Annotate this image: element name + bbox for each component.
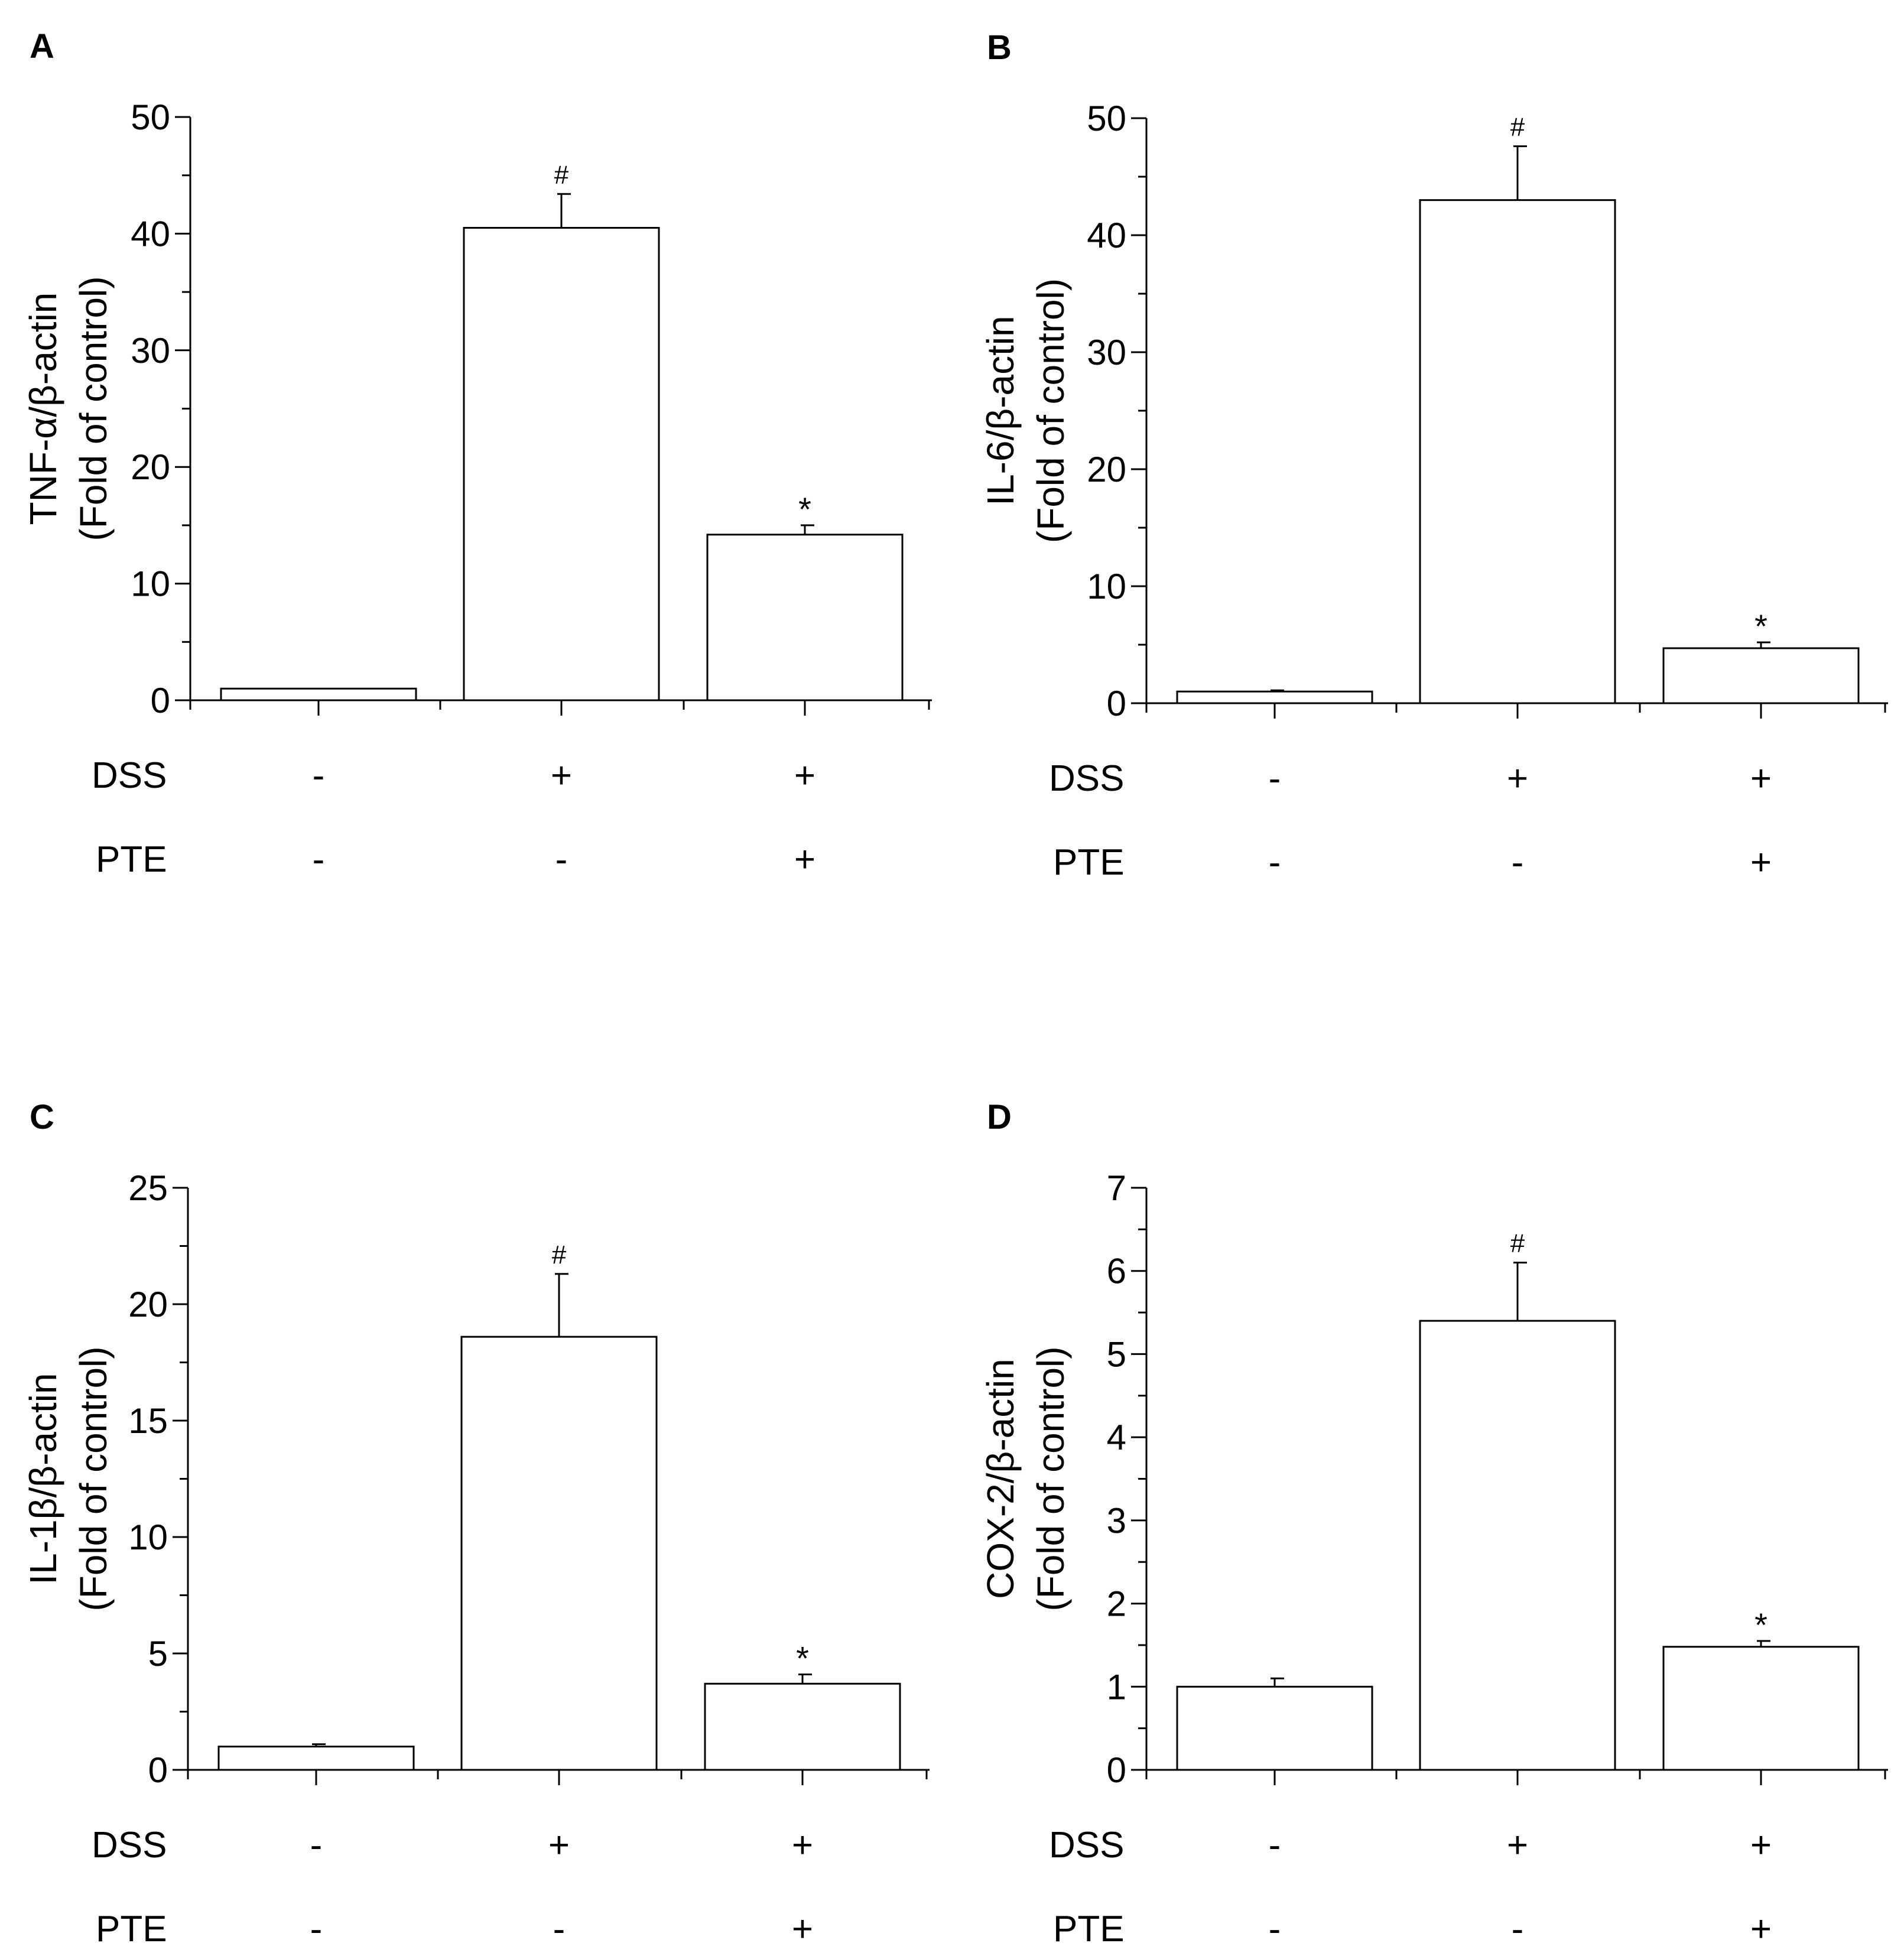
- panel-d: D 0 1 2 3 4 5 6 7 COX-2/β-actin (Fold of control) #…: [979, 1098, 1888, 1949]
- pte-sign: -: [555, 839, 568, 880]
- dss-sign: -: [1269, 758, 1281, 799]
- y-tick-label: 40: [131, 214, 170, 254]
- annotation-hash: #: [1510, 1229, 1525, 1258]
- panel-a: A 0 10 20 30 40 50 TNF-α/β-actin (Fold of contro…: [22, 27, 932, 880]
- pte-sign: -: [310, 1909, 323, 1949]
- row-label-dss: DSS: [92, 1825, 167, 1866]
- dss-sign: +: [551, 755, 572, 796]
- pte-sign: -: [1512, 1909, 1524, 1949]
- pte-sign: -: [1269, 1909, 1281, 1949]
- panel-c: C 0 5 10 15 20 25 IL-1β/β-actin (Fold of control…: [22, 1098, 930, 1949]
- y-tick-label: 50: [1087, 99, 1126, 138]
- dss-sign: +: [548, 1825, 570, 1866]
- dss-sign: +: [1507, 1825, 1528, 1866]
- annotation-hash: #: [1510, 113, 1525, 142]
- bar: [1419, 199, 1616, 704]
- panel-b: B 0 10 20 30 40 50 IL-6/β-actin (Fold of control…: [979, 28, 1888, 883]
- dss-sign: -: [310, 1825, 323, 1866]
- panel-label: D: [987, 1098, 1012, 1136]
- y-tick-label: 30: [1087, 333, 1126, 372]
- y-axis-label-line1: IL-6/β-actin: [979, 316, 1022, 505]
- y-tick-label: 30: [131, 331, 170, 371]
- annotation-star: *: [1754, 1606, 1767, 1643]
- pte-sign: -: [313, 839, 325, 880]
- y-tick-label: 20: [1087, 450, 1126, 489]
- y-axis-label-line1: IL-1β/β-actin: [22, 1373, 64, 1584]
- y-tick-label: 6: [1107, 1252, 1126, 1291]
- bar: [1662, 647, 1860, 704]
- dss-sign: +: [1750, 1825, 1772, 1866]
- y-tick-label: 20: [128, 1285, 168, 1324]
- y-tick-label: 0: [148, 1750, 168, 1790]
- bar: [217, 1746, 415, 1771]
- y-axis-label-line2: (Fold of control): [72, 1346, 115, 1611]
- y-tick-label: 10: [131, 564, 170, 604]
- bar: [704, 1682, 901, 1771]
- pte-sign: -: [1512, 842, 1524, 883]
- row-label-dss: DSS: [1049, 758, 1124, 799]
- y-tick-label: 1: [1107, 1667, 1126, 1707]
- dss-sign: -: [1269, 1825, 1281, 1866]
- dss-sign: -: [313, 755, 325, 796]
- annotation-star: *: [796, 1639, 809, 1676]
- y-tick-label: 0: [1107, 1750, 1126, 1790]
- row-label-pte: PTE: [96, 839, 167, 880]
- y-axis-label-line1: COX-2/β-actin: [979, 1359, 1022, 1599]
- y-tick-label: 10: [128, 1518, 168, 1557]
- bar: [1419, 1320, 1616, 1771]
- y-tick-label: 2: [1107, 1584, 1126, 1624]
- y-tick-label: 15: [128, 1401, 168, 1441]
- y-tick-label: 5: [148, 1634, 168, 1674]
- annotation-hash: #: [552, 1240, 567, 1269]
- panel-label: C: [30, 1098, 54, 1136]
- bar: [1176, 690, 1373, 704]
- annotation-hash: #: [554, 160, 569, 189]
- pte-sign: +: [794, 839, 815, 880]
- dss-sign: +: [794, 755, 815, 796]
- dss-sign: +: [1507, 758, 1528, 799]
- pte-sign: +: [1750, 842, 1772, 883]
- y-tick-label: 25: [128, 1168, 168, 1208]
- dss-sign: +: [1750, 758, 1772, 799]
- y-tick-label: 4: [1107, 1418, 1126, 1457]
- y-tick-label: 10: [1087, 567, 1126, 606]
- y-tick-label: 40: [1087, 216, 1126, 255]
- y-tick-label: 50: [131, 98, 170, 137]
- bar: [706, 534, 904, 701]
- y-tick-label: 5: [1107, 1334, 1126, 1374]
- bar: [460, 1336, 658, 1771]
- y-tick-label: 20: [131, 447, 170, 487]
- pte-sign: -: [1269, 842, 1281, 883]
- pte-sign: +: [1750, 1909, 1772, 1949]
- bar: [1662, 1646, 1860, 1771]
- bar: [1176, 1685, 1373, 1771]
- pte-sign: +: [792, 1909, 813, 1949]
- y-tick-label: 3: [1107, 1501, 1126, 1541]
- row-label-dss: DSS: [92, 755, 167, 796]
- annotation-star: *: [798, 490, 811, 528]
- y-tick-label: 0: [1107, 684, 1126, 723]
- y-axis-label-line2: (Fold of control): [72, 276, 115, 541]
- row-label-pte: PTE: [1053, 1909, 1125, 1949]
- bar: [220, 687, 417, 701]
- row-label-pte: PTE: [1053, 842, 1125, 883]
- dss-sign: +: [792, 1825, 813, 1866]
- row-label-pte: PTE: [96, 1909, 167, 1949]
- y-axis-label-line1: TNF-α/β-actin: [22, 293, 64, 525]
- y-axis-label-line2: (Fold of control): [1029, 278, 1072, 543]
- annotation-star: *: [1754, 607, 1767, 645]
- bar: [463, 227, 660, 701]
- panel-label: A: [30, 27, 54, 66]
- row-label-dss: DSS: [1049, 1825, 1124, 1866]
- pte-sign: -: [553, 1909, 566, 1949]
- panel-label: B: [987, 28, 1012, 67]
- y-axis-label-line2: (Fold of control): [1029, 1346, 1072, 1611]
- y-tick-label: 0: [151, 681, 170, 720]
- y-tick-label: 7: [1107, 1168, 1126, 1208]
